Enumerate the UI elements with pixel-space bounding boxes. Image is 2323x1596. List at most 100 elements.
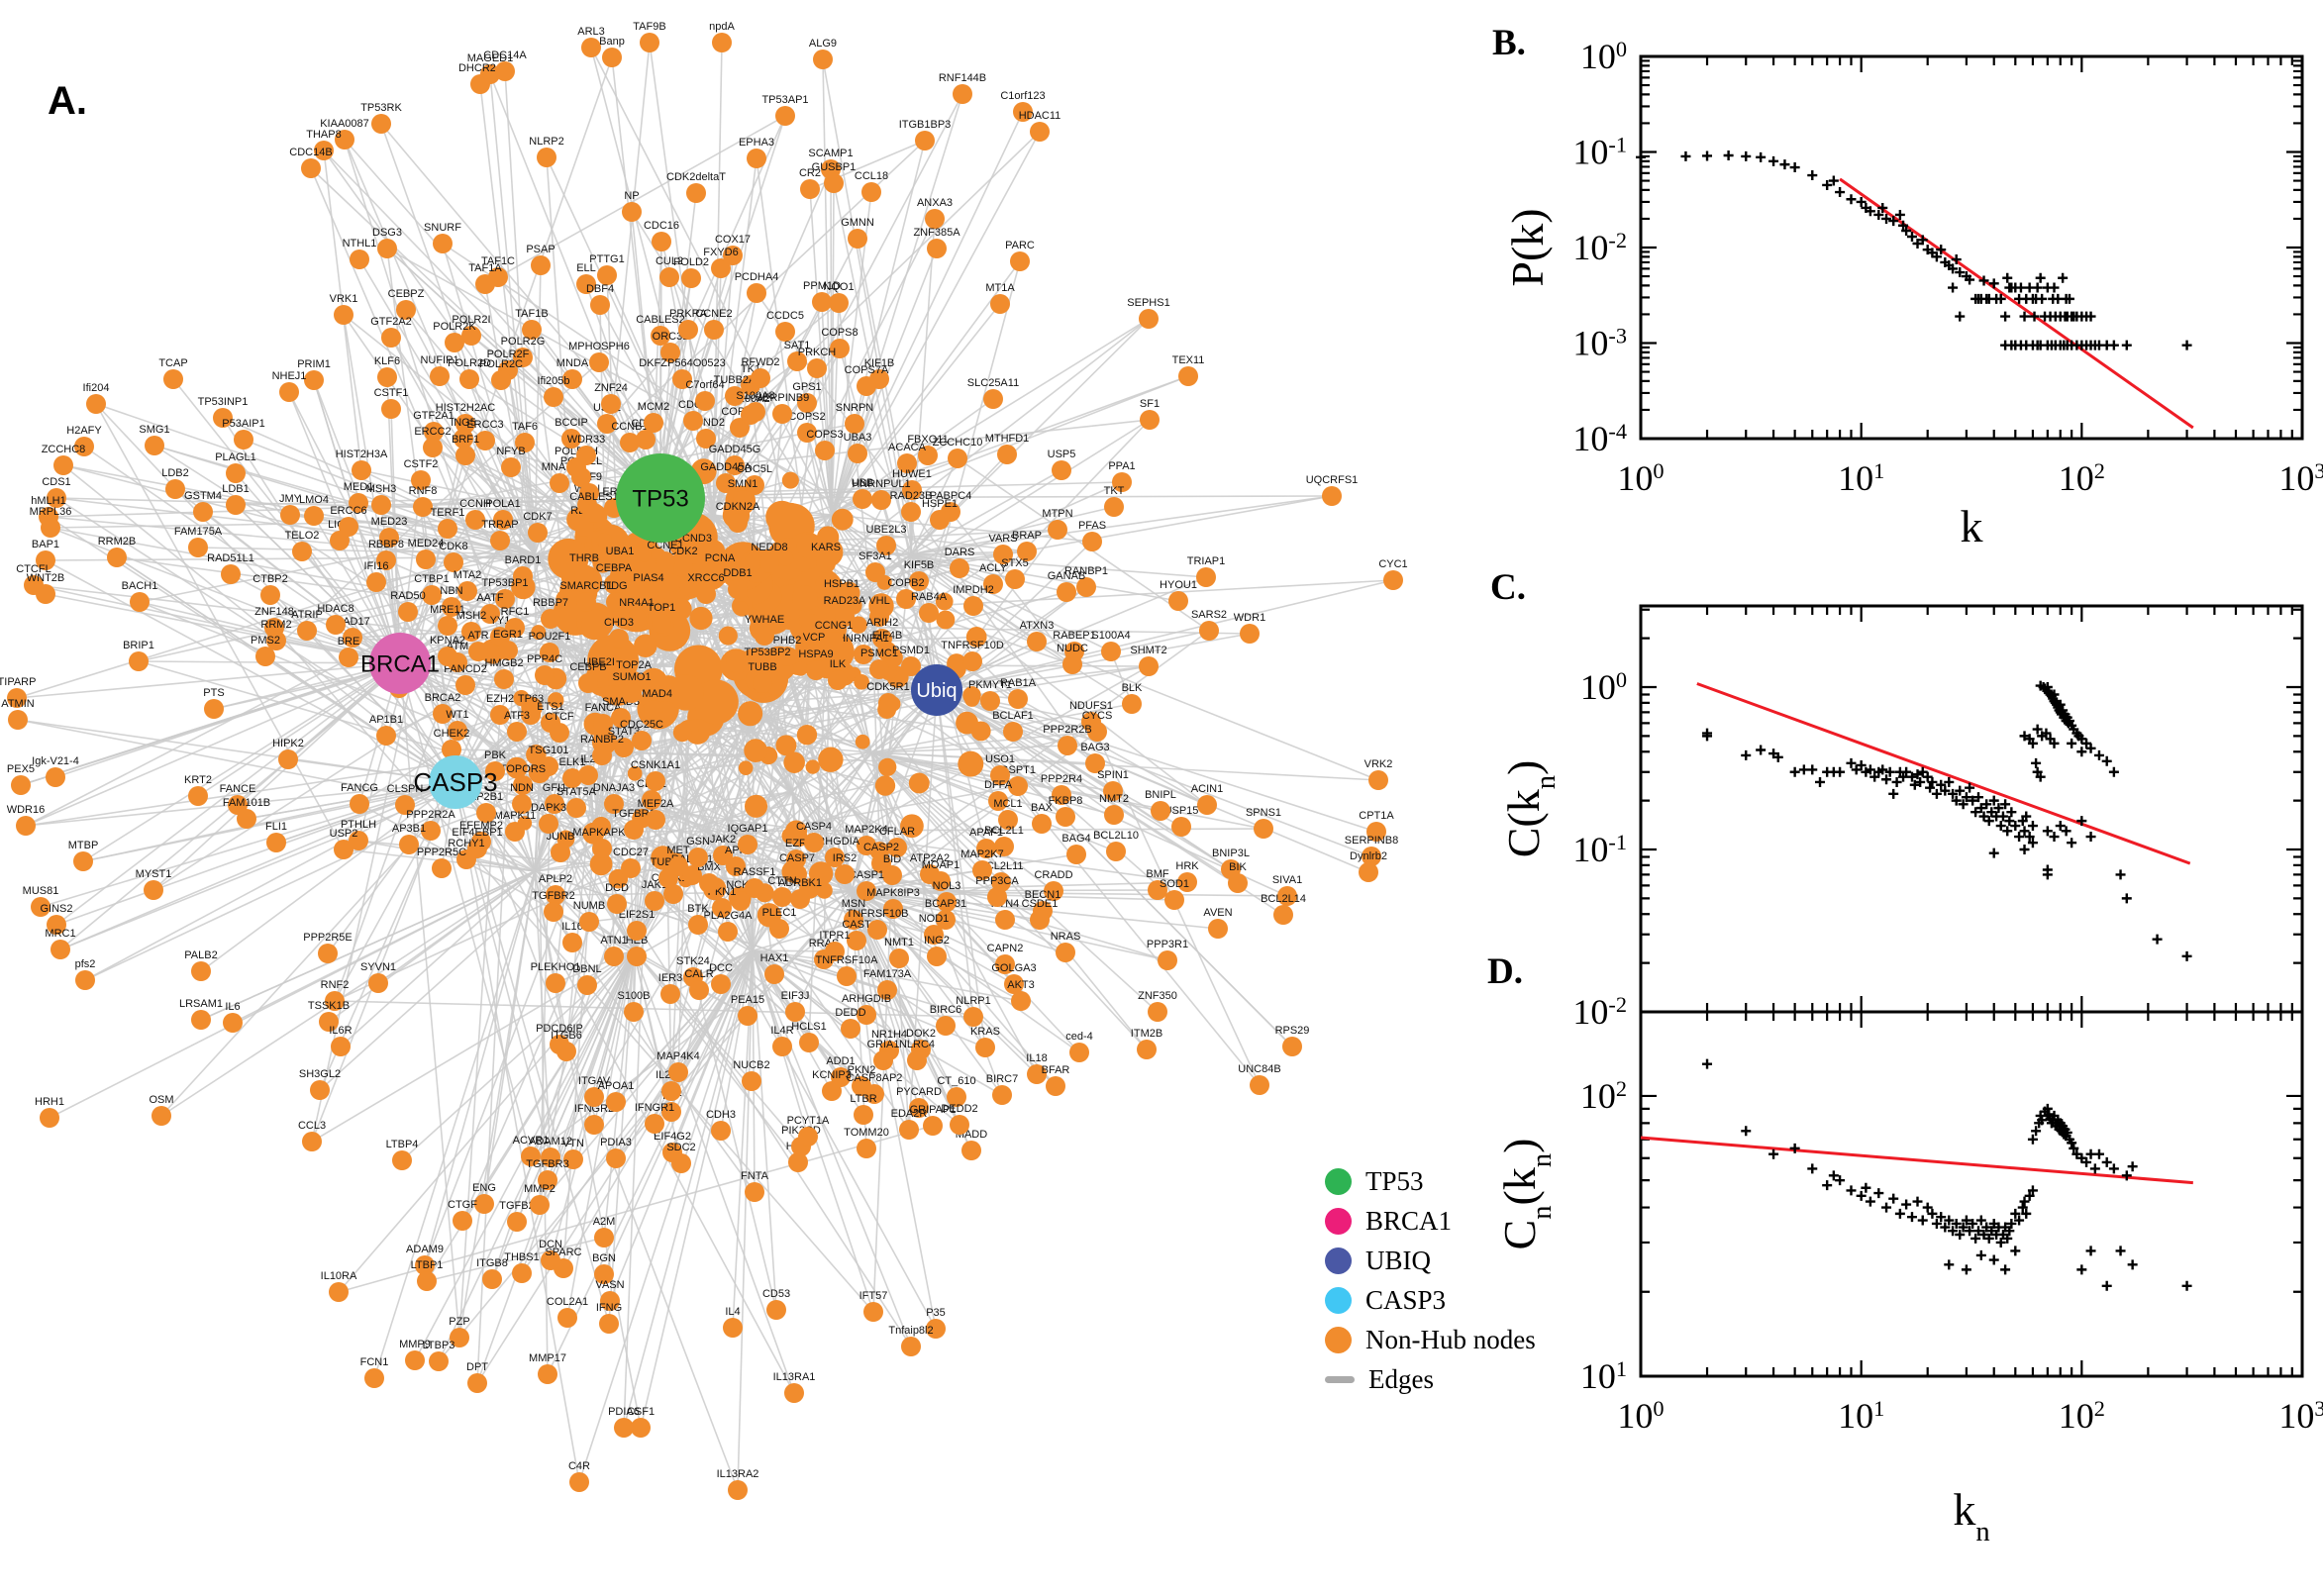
network-node[interactable] — [822, 1081, 842, 1101]
network-node[interactable] — [223, 1013, 243, 1033]
network-node[interactable] — [597, 265, 617, 285]
network-node[interactable] — [716, 473, 736, 493]
network-node[interactable] — [381, 399, 401, 419]
network-node[interactable] — [475, 431, 495, 450]
network-node[interactable] — [818, 747, 844, 772]
network-node[interactable] — [775, 322, 795, 342]
network-node[interactable] — [947, 1087, 966, 1107]
network-node[interactable] — [988, 791, 1008, 811]
network-node[interactable] — [711, 1121, 731, 1141]
network-node[interactable] — [925, 209, 945, 229]
network-node[interactable] — [995, 954, 1015, 974]
network-node[interactable] — [769, 919, 789, 939]
network-node[interactable] — [688, 848, 708, 867]
network-node[interactable] — [417, 1271, 437, 1291]
network-node[interactable] — [145, 436, 164, 455]
network-node[interactable] — [495, 589, 515, 609]
network-node[interactable] — [745, 475, 764, 495]
network-node[interactable] — [660, 984, 680, 1004]
network-node[interactable] — [853, 489, 872, 509]
network-node[interactable] — [600, 1291, 620, 1311]
network-node[interactable] — [544, 902, 563, 922]
network-node[interactable] — [8, 710, 28, 730]
network-node[interactable] — [947, 653, 966, 673]
network-node[interactable] — [627, 947, 647, 966]
network-node[interactable] — [807, 358, 827, 378]
network-node[interactable] — [747, 283, 766, 303]
network-node[interactable] — [962, 686, 981, 705]
network-node[interactable] — [392, 1150, 412, 1170]
network-node[interactable] — [188, 538, 208, 557]
network-node[interactable] — [539, 756, 558, 776]
network-node[interactable] — [350, 794, 369, 814]
network-node[interactable] — [574, 517, 594, 537]
network-node[interactable] — [1005, 569, 1025, 589]
network-node[interactable] — [997, 445, 1017, 464]
network-node[interactable] — [869, 607, 889, 627]
network-node[interactable] — [280, 505, 300, 525]
network-node[interactable] — [528, 523, 548, 543]
network-node[interactable] — [963, 596, 983, 616]
network-node[interactable] — [574, 564, 594, 584]
network-node[interactable] — [584, 1115, 604, 1135]
network-node[interactable] — [873, 1050, 893, 1070]
network-node[interactable] — [538, 1364, 557, 1384]
network-node[interactable] — [788, 1152, 808, 1172]
network-node[interactable] — [854, 1105, 873, 1125]
network-node[interactable] — [723, 1318, 743, 1338]
network-node[interactable] — [927, 947, 947, 966]
network-node[interactable] — [438, 519, 457, 539]
network-node[interactable] — [422, 585, 442, 605]
network-node[interactable] — [301, 158, 321, 178]
network-node[interactable] — [642, 790, 661, 810]
network-node[interactable] — [636, 547, 652, 562]
network-node[interactable] — [672, 369, 692, 389]
network-node[interactable] — [961, 1141, 981, 1160]
network-node[interactable] — [366, 572, 386, 592]
network-node[interactable] — [379, 528, 399, 548]
hub-node-brca1[interactable] — [369, 633, 431, 694]
network-node[interactable] — [580, 609, 611, 640]
network-node[interactable] — [579, 483, 599, 503]
network-node[interactable] — [775, 735, 797, 756]
network-node[interactable] — [413, 497, 433, 517]
network-node[interactable] — [304, 370, 324, 390]
network-node[interactable] — [799, 1033, 819, 1052]
network-node[interactable] — [857, 376, 876, 396]
network-node[interactable] — [738, 1006, 758, 1026]
network-node[interactable] — [597, 414, 617, 434]
network-node[interactable] — [1228, 873, 1248, 893]
network-node[interactable] — [531, 625, 547, 641]
network-node[interactable] — [766, 1300, 786, 1320]
network-node[interactable] — [550, 723, 569, 743]
network-node[interactable] — [352, 460, 371, 480]
network-node[interactable] — [832, 590, 852, 610]
network-node[interactable] — [1362, 847, 1381, 866]
network-node[interactable] — [798, 1127, 818, 1147]
network-node[interactable] — [498, 641, 518, 660]
network-node[interactable] — [371, 495, 391, 515]
network-node[interactable] — [368, 973, 388, 993]
network-node[interactable] — [590, 295, 610, 315]
network-node[interactable] — [948, 449, 967, 468]
network-node[interactable] — [602, 48, 622, 67]
network-node[interactable] — [507, 722, 527, 742]
network-node[interactable] — [728, 579, 748, 599]
network-node[interactable] — [584, 1087, 604, 1107]
network-node[interactable] — [878, 757, 897, 777]
network-node[interactable] — [334, 840, 354, 859]
network-node[interactable] — [1122, 694, 1142, 714]
network-node[interactable] — [592, 746, 612, 765]
network-node[interactable] — [1030, 122, 1050, 142]
network-node[interactable] — [847, 931, 866, 950]
network-node[interactable] — [990, 765, 1010, 785]
network-node[interactable] — [871, 490, 891, 510]
network-node[interactable] — [493, 510, 513, 530]
network-node[interactable] — [738, 701, 763, 727]
network-node[interactable] — [1171, 817, 1191, 837]
network-node[interactable] — [1240, 624, 1260, 644]
network-node[interactable] — [636, 430, 656, 449]
network-node[interactable] — [455, 446, 475, 465]
network-node[interactable] — [278, 749, 298, 769]
network-node[interactable] — [686, 183, 706, 203]
